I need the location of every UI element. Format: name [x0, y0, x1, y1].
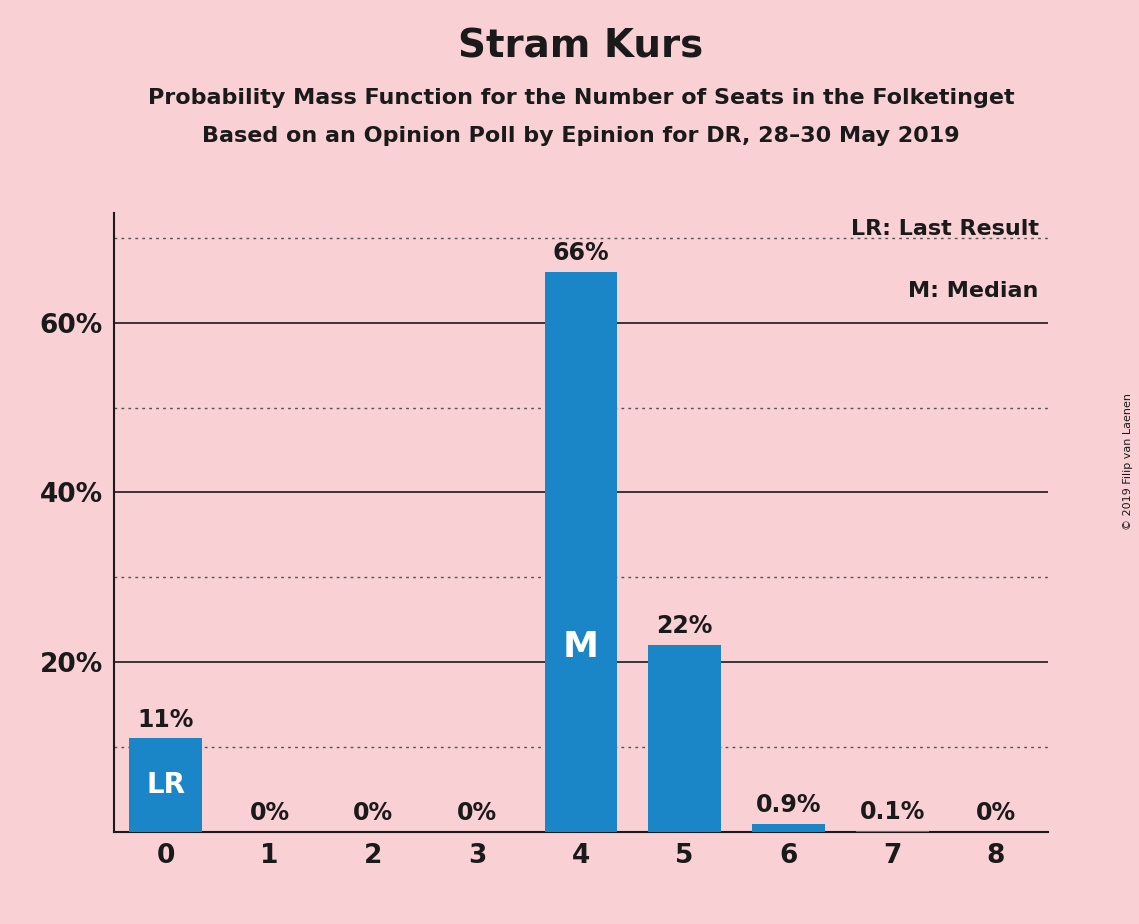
Text: 22%: 22%: [656, 614, 713, 638]
Text: Stram Kurs: Stram Kurs: [458, 28, 704, 66]
Text: Based on an Opinion Poll by Epinion for DR, 28–30 May 2019: Based on an Opinion Poll by Epinion for …: [202, 126, 960, 146]
Text: M: M: [563, 630, 599, 663]
Text: 0.9%: 0.9%: [755, 793, 821, 817]
Text: 66%: 66%: [552, 241, 609, 265]
Text: 0%: 0%: [249, 801, 289, 825]
Text: 0%: 0%: [457, 801, 498, 825]
Text: 0.1%: 0.1%: [860, 800, 925, 824]
Text: © 2019 Filip van Laenen: © 2019 Filip van Laenen: [1123, 394, 1133, 530]
Bar: [544, 272, 617, 832]
Bar: [648, 645, 721, 832]
Text: LR: Last Result: LR: Last Result: [851, 219, 1039, 238]
Text: 0%: 0%: [353, 801, 393, 825]
Bar: [752, 824, 825, 832]
Text: 0%: 0%: [976, 801, 1016, 825]
Text: M: Median: M: Median: [908, 281, 1039, 300]
Text: LR: LR: [146, 771, 186, 799]
Text: Probability Mass Function for the Number of Seats in the Folketinget: Probability Mass Function for the Number…: [148, 88, 1014, 108]
Text: 11%: 11%: [138, 708, 194, 732]
Bar: [130, 738, 202, 832]
